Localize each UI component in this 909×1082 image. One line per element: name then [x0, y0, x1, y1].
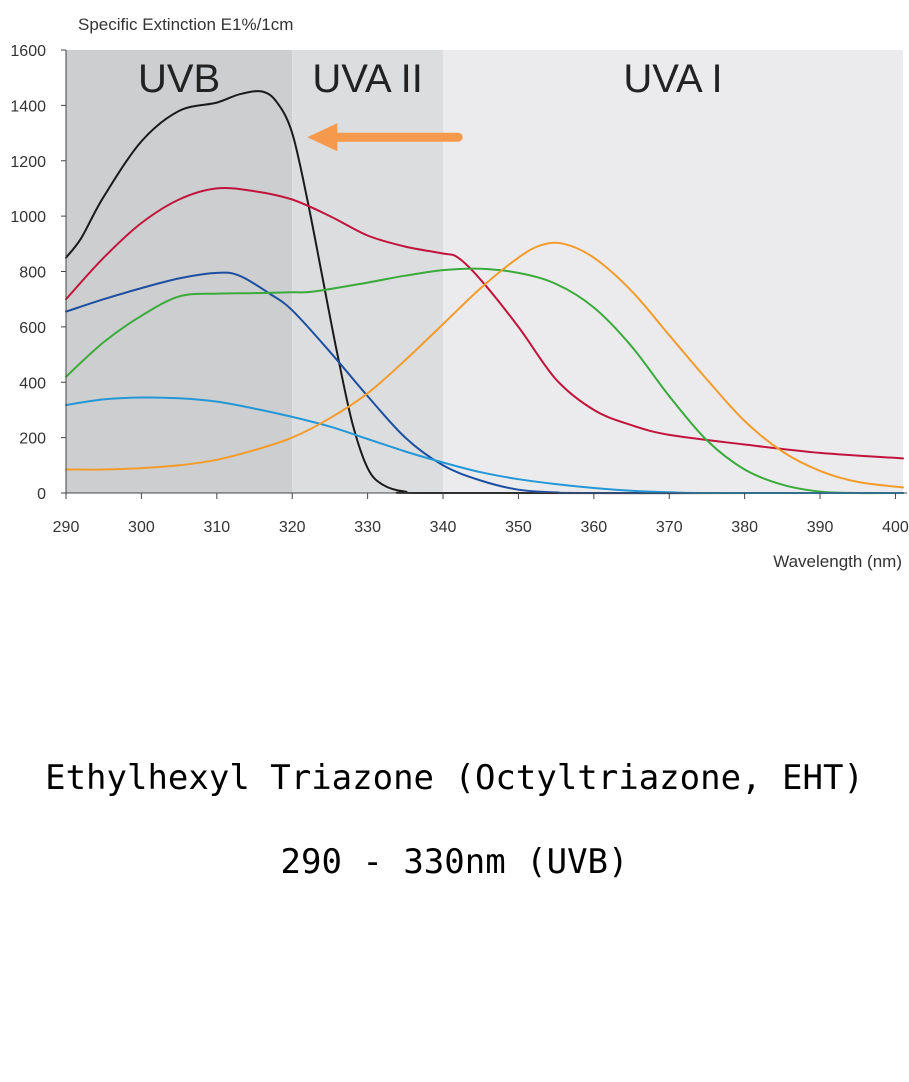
x-tick-label-11: 400 — [882, 519, 909, 536]
band-label-1: UVA II — [312, 57, 422, 101]
y-tick-label-6: 1200 — [10, 154, 46, 171]
y-tick-label-0: 0 — [37, 486, 46, 503]
x-tick-label-7: 360 — [580, 519, 607, 536]
y-tick-label-3: 600 — [19, 320, 46, 337]
y-tick-label-8: 1600 — [10, 43, 46, 60]
chart: UVB UVA II UVA I 0 200 400 600 800 1000 1200 1400… — [0, 0, 909, 590]
y-tick-label-1: 200 — [19, 431, 46, 448]
x-tick-label-8: 370 — [656, 519, 683, 536]
band-0 — [66, 50, 292, 493]
band-label-0: UVB — [138, 57, 220, 101]
y-axis-label: Specific Extinction E1%/1cm — [78, 15, 293, 34]
x-tick-label-9: 380 — [731, 519, 758, 536]
x-tick-label-4: 330 — [354, 519, 381, 536]
y-tick-label-7: 1400 — [10, 98, 46, 115]
x-tick-label-0: 290 — [53, 519, 80, 536]
caption-range: 290 - 330nm (UVB) — [0, 842, 909, 882]
x-tick-label-5: 340 — [430, 519, 457, 536]
x-tick-label-6: 350 — [505, 519, 532, 536]
x-tick-label-2: 310 — [203, 519, 230, 536]
uv-bands: UVB UVA II UVA I — [66, 50, 903, 493]
y-tick-label-2: 400 — [19, 375, 46, 392]
y-tick-label-5: 1000 — [10, 209, 46, 226]
x-axis-label: Wavelength (nm) — [773, 552, 902, 571]
caption-title: Ethylhexyl Triazone (Octyltriazone, EHT) — [0, 758, 909, 798]
x-tick-label-1: 300 — [128, 519, 155, 536]
x-tick-label-3: 320 — [279, 519, 306, 536]
x-tick-label-10: 390 — [807, 519, 834, 536]
band-label-2: UVA I — [623, 57, 722, 101]
y-tick-label-4: 800 — [19, 265, 46, 282]
